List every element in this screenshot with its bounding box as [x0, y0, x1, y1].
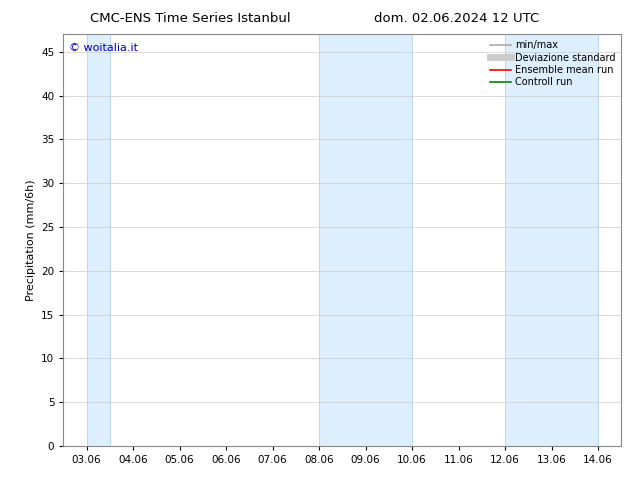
Bar: [319, 34, 412, 446]
Bar: [505, 34, 598, 446]
Bar: [87, 34, 110, 446]
Text: CMC-ENS Time Series Istanbul: CMC-ENS Time Series Istanbul: [90, 12, 290, 25]
Legend: min/max, Deviazione standard, Ensemble mean run, Controll run: min/max, Deviazione standard, Ensemble m…: [486, 36, 619, 91]
Text: dom. 02.06.2024 12 UTC: dom. 02.06.2024 12 UTC: [374, 12, 539, 25]
Y-axis label: Precipitation (mm/6h): Precipitation (mm/6h): [25, 179, 36, 301]
Text: © woitalia.it: © woitalia.it: [69, 43, 138, 52]
